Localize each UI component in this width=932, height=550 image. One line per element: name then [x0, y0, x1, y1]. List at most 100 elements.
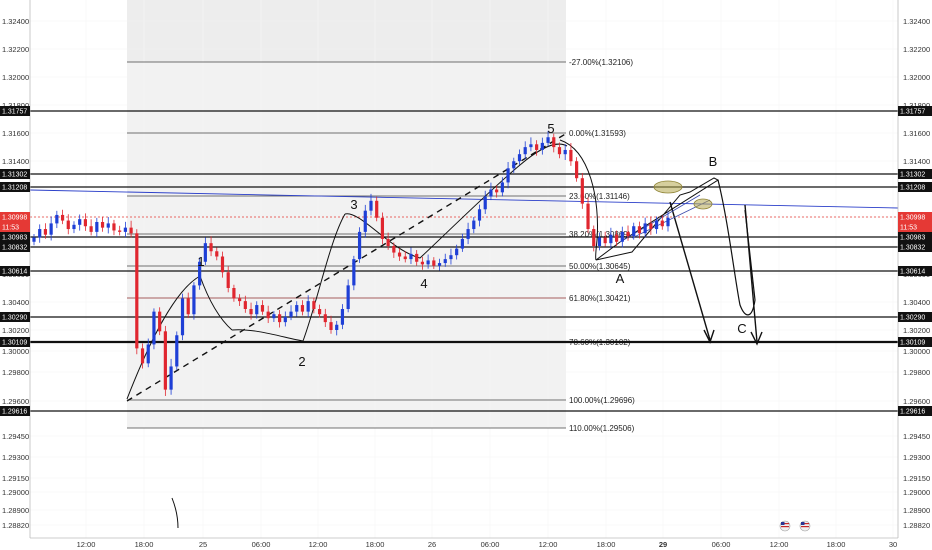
x-tick-label: 06:00: [712, 540, 731, 549]
candle-body: [283, 316, 287, 323]
wave-label: 1: [197, 254, 204, 269]
y-tick-label-left: 1.29600: [2, 397, 29, 406]
candle-body: [632, 226, 636, 237]
wave-label: A: [616, 271, 625, 286]
candle-body: [118, 230, 122, 232]
candle-body: [397, 252, 402, 257]
abc-triangle: [595, 177, 720, 261]
candle-body: [455, 248, 459, 256]
candle-body: [146, 344, 150, 364]
target-zone-ellipse-2: [693, 198, 713, 210]
candle-body: [495, 189, 499, 193]
projection-arrow-2-head: [750, 331, 763, 346]
candle-body: [243, 301, 247, 309]
fib-level-label: 23.60%(1.31146): [569, 192, 630, 201]
candle-body: [472, 220, 476, 230]
price-tag-box: [898, 212, 932, 222]
candle-body: [620, 231, 624, 242]
y-tick-label-left: 1.30200: [2, 326, 29, 335]
candle-body: [180, 298, 185, 336]
wave-5-a-curve: [559, 139, 598, 261]
candle-body: [603, 237, 607, 244]
price-tag-label: 1.30614: [2, 269, 27, 276]
candle-body: [312, 301, 316, 309]
candle-body: [357, 231, 362, 260]
wave-label: 5: [547, 121, 554, 136]
candle-body: [272, 314, 276, 319]
candle-body: [100, 221, 105, 228]
price-tag-label: 1.30290: [900, 315, 925, 322]
price-tag-box: [0, 182, 30, 192]
price-tag-box: [0, 106, 30, 116]
y-tick-label-left: 1.32000: [2, 73, 29, 82]
price-tag-label: 1.31208: [900, 185, 925, 192]
candle-body: [483, 196, 487, 210]
candle-body: [346, 285, 350, 309]
candle-body: [186, 298, 190, 315]
y-tick-label-right: 1.32200: [903, 45, 930, 54]
horizontal-levels: [30, 110, 898, 412]
candle-body: [386, 238, 390, 246]
wave-channel-line: [126, 132, 568, 402]
candle-body: [163, 331, 167, 390]
candle-body: [609, 234, 613, 244]
price-tag-box: [898, 182, 932, 192]
price-tag-box: [898, 222, 932, 232]
price-tag-box: [0, 312, 30, 322]
candle-body: [317, 309, 322, 315]
candle-body: [255, 305, 259, 315]
price-tag-label: 1.30614: [900, 269, 925, 276]
candle-body: [489, 189, 493, 197]
x-tick-label: 25: [199, 540, 207, 549]
price-tag-label: 1.29616: [900, 409, 925, 416]
candle-body: [597, 237, 602, 246]
wave-label: 3: [350, 197, 357, 212]
candle-body: [432, 260, 436, 266]
price-tag-box: [0, 212, 30, 222]
candle-body: [106, 223, 110, 228]
y-tick-label-left: 1.28900: [2, 506, 29, 515]
x-tick-label: 29: [659, 540, 667, 549]
candle-body: [460, 238, 464, 249]
candle-body: [49, 223, 53, 235]
calendar-event-icons[interactable]: [779, 520, 811, 532]
candle-body: [352, 259, 356, 286]
price-tag-box: [0, 169, 30, 179]
x-tick-label: 06:00: [252, 540, 271, 549]
x-tick-label: 18:00: [366, 540, 385, 549]
fib-upper-shading: [127, 0, 566, 62]
candle-body: [89, 226, 93, 232]
candle-body: [112, 223, 116, 231]
candle-body: [512, 161, 516, 169]
candle-body: [443, 259, 447, 264]
candle-body: [523, 147, 527, 155]
candle-body: [363, 210, 367, 232]
price-tag-label: 11:53: [900, 225, 917, 232]
target-zone-ellipse-1: [653, 180, 683, 194]
candle-body: [83, 219, 88, 227]
fib-level-label: -27.00%(1.32106): [569, 58, 633, 67]
y-tick-label-right: 1.31400: [903, 157, 930, 166]
candle-body: [135, 233, 139, 349]
candle-body: [420, 261, 424, 265]
candle-body: [129, 227, 133, 234]
y-tick-label-right: 1.29450: [903, 432, 930, 441]
y-tick-label-left: 1.32200: [2, 45, 29, 54]
y-tick-label-left: 1.29150: [2, 474, 29, 483]
candle-body: [38, 229, 42, 238]
candle-body: [546, 137, 550, 143]
candle-body: [592, 229, 596, 246]
y-tick-label-right: 1.32400: [903, 17, 930, 26]
y-tick-label-right: 1.31800: [903, 101, 930, 110]
candle-body: [649, 223, 653, 230]
price-tag-label: 1.30983: [2, 235, 27, 242]
candle-body: [375, 200, 379, 218]
price-tag-label: 1.30832: [2, 245, 27, 252]
price-tag-label: 1.31757: [2, 109, 27, 116]
y-tick-label-right: 1.29000: [903, 488, 930, 497]
y-tick-label-left: 1.31600: [2, 129, 29, 138]
projection-arrow-1: [669, 201, 711, 341]
candle-body: [614, 234, 619, 242]
candle-body: [72, 224, 76, 230]
